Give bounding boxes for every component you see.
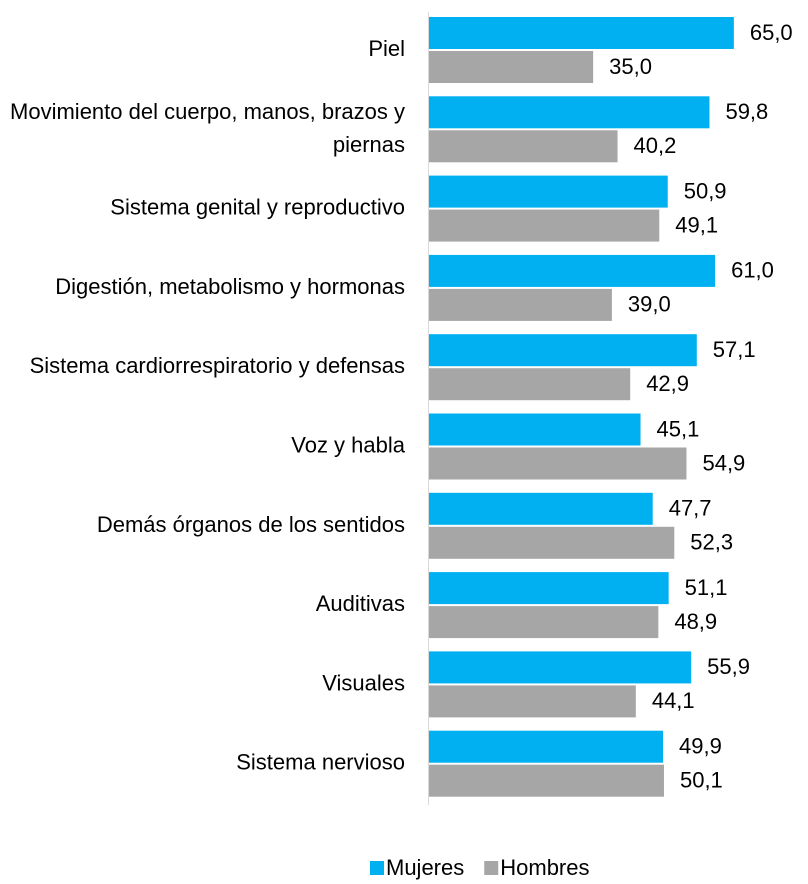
category-label: Sistema genital y reproductivo — [110, 194, 405, 219]
value-label: 59,8 — [725, 99, 768, 124]
bar — [429, 254, 716, 287]
category-label: Voz y habla — [291, 432, 406, 457]
value-label: 42,9 — [646, 371, 689, 396]
bar — [429, 447, 687, 480]
value-label: 51,1 — [685, 575, 728, 600]
value-label: 54,9 — [702, 450, 745, 475]
value-label: 48,9 — [674, 609, 717, 634]
bar — [429, 209, 660, 242]
value-label: 49,9 — [679, 734, 722, 759]
value-label: 57,1 — [713, 337, 756, 362]
category-label: Demás órganos de los sentidos — [97, 512, 405, 537]
value-label: 35,0 — [609, 54, 652, 79]
value-label: 39,0 — [628, 292, 671, 317]
bar — [429, 413, 641, 446]
bar — [429, 764, 664, 797]
bar — [429, 130, 618, 163]
category-label: Sistema cardiorrespiratorio y defensas — [30, 353, 405, 378]
bar — [429, 288, 612, 321]
value-label: 49,1 — [675, 212, 718, 237]
value-label: 65,0 — [750, 20, 793, 45]
category-label: Auditivas — [316, 591, 405, 616]
legend-swatch — [484, 861, 499, 875]
bar — [429, 572, 669, 605]
legend-swatch — [370, 861, 384, 875]
category-label: Piel — [368, 36, 405, 61]
legend-label: Hombres — [500, 855, 589, 880]
bar — [429, 175, 668, 208]
value-label: 44,1 — [652, 688, 695, 713]
bar — [429, 51, 594, 83]
value-label: 40,2 — [634, 133, 677, 158]
bar — [429, 685, 636, 718]
value-label: 55,9 — [707, 654, 750, 679]
value-label: 45,1 — [657, 416, 700, 441]
value-label: 61,0 — [731, 258, 774, 283]
bar — [429, 334, 697, 367]
value-label: 50,1 — [680, 768, 723, 793]
bar — [429, 368, 631, 401]
category-label: Digestión, metabolismo y hormonas — [55, 274, 405, 299]
category-label: Sistema nervioso — [236, 750, 405, 775]
bar — [429, 17, 734, 49]
legend-label: Mujeres — [386, 855, 464, 880]
value-label: 47,7 — [669, 496, 712, 521]
value-label: 52,3 — [690, 530, 733, 555]
bar — [429, 606, 659, 639]
bar — [429, 526, 675, 559]
bar — [429, 730, 664, 763]
bar — [429, 492, 653, 525]
category-label: Movimiento del cuerpo, manos, brazos y pi… — [10, 99, 405, 157]
value-label: 50,9 — [684, 178, 727, 203]
bar — [429, 651, 692, 684]
bar — [429, 96, 710, 129]
category-label: Visuales — [322, 670, 405, 695]
